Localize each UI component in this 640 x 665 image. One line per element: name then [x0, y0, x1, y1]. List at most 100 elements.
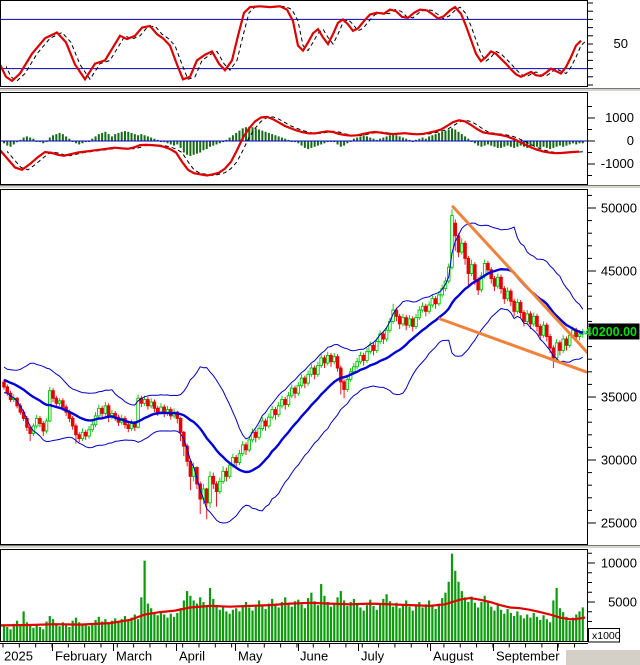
macd-histogram-bar	[238, 130, 241, 141]
macd-histogram-bar	[241, 128, 244, 141]
macd-histogram-bar	[424, 138, 427, 141]
volume-bar	[238, 611, 241, 641]
candle-body	[97, 407, 101, 417]
macd-histogram-bar	[280, 137, 283, 141]
macd-histogram-bar	[536, 141, 539, 147]
month-label: July	[361, 649, 385, 664]
macd-histogram-bar	[222, 141, 225, 143]
panel-splitter[interactable]	[0, 185, 640, 189]
macd-histogram-bar	[568, 141, 571, 145]
macd-histogram-bar	[202, 141, 205, 151]
year-label: 2025	[4, 649, 33, 664]
macd-histogram-bar	[55, 134, 58, 141]
volume-panel: 5000 10000 x1000	[0, 549, 640, 643]
volume-bar	[519, 615, 522, 641]
macd-histogram-bar	[352, 138, 355, 141]
volume-bar	[48, 616, 51, 641]
macd-histogram-bar	[362, 135, 365, 141]
candle-body	[335, 356, 340, 369]
candle-body	[100, 407, 104, 414]
volume-bar	[316, 605, 320, 641]
panel-splitter[interactable]	[0, 88, 640, 92]
volume-bar	[192, 600, 195, 641]
macd-histogram-bar	[323, 141, 326, 144]
macd-histogram-bar	[496, 141, 499, 148]
trendline-lower-support[interactable]	[438, 317, 587, 374]
volume-bar	[313, 601, 316, 641]
macd-line	[1, 115, 580, 177]
macd-histogram-bar	[231, 135, 234, 141]
candle-body	[361, 354, 366, 361]
volume-bar	[94, 619, 97, 641]
macd-histogram-bar	[248, 126, 251, 141]
volume-bar	[91, 623, 94, 641]
volume-bar	[277, 607, 280, 641]
volume-bar	[362, 610, 365, 641]
volume-bar	[133, 614, 136, 641]
macd-histogram-bar	[542, 141, 545, 147]
volume-bar	[395, 602, 398, 641]
panel-splitter[interactable]	[0, 545, 640, 549]
volume-bar	[486, 601, 490, 641]
volume-bar	[84, 623, 87, 641]
candle-body	[424, 305, 428, 312]
volume-bar	[117, 621, 120, 641]
macd-histogram-bar	[532, 141, 535, 146]
volume-bar	[120, 619, 123, 641]
volume-bar	[450, 553, 454, 641]
volume-bar	[146, 603, 149, 641]
macd-histogram-bar	[110, 136, 113, 141]
trendline-upper-resistance[interactable]	[451, 205, 590, 356]
volume-bar	[267, 603, 270, 641]
macd-histogram-bar	[562, 141, 565, 147]
volume-bar	[208, 587, 212, 641]
candle-body	[74, 425, 78, 436]
volume-bar	[78, 622, 81, 641]
candle-body	[538, 325, 543, 336]
volume-bar	[163, 614, 166, 641]
candle-body	[247, 439, 251, 451]
macd-histogram-bar	[545, 141, 548, 148]
macd-histogram-bar	[405, 138, 408, 141]
volume-bar	[457, 581, 460, 641]
candle-body	[34, 417, 39, 427]
candle-body	[57, 400, 62, 404]
macd-histogram-bar	[94, 136, 97, 141]
volume-bar	[12, 623, 15, 641]
macd-histogram-bar	[209, 141, 212, 147]
candle-body	[460, 242, 464, 253]
volume-bar	[460, 591, 463, 641]
month-label: March	[116, 649, 152, 664]
candle-body	[397, 315, 402, 325]
volume-bar	[365, 605, 369, 641]
candle-body	[551, 347, 556, 359]
candle-body	[512, 300, 516, 312]
volume-bar	[447, 581, 450, 641]
volume-bar	[342, 600, 346, 641]
volume-bar	[143, 560, 146, 641]
candle-body	[159, 406, 163, 413]
macd-histogram-bar	[166, 141, 169, 144]
macd-histogram-bar	[74, 141, 77, 144]
stochastic-axis-label: 50	[614, 36, 628, 51]
macd-histogram-bar	[558, 141, 561, 146]
candle-body	[129, 423, 134, 429]
macd-histogram-bar	[137, 135, 140, 141]
volume-bar	[509, 612, 512, 641]
candle-body	[496, 276, 500, 287]
volume-bar	[186, 591, 189, 641]
moving-average-line	[3, 267, 584, 474]
stochastic-panel: 50	[0, 0, 640, 88]
candle-body	[319, 357, 323, 366]
volume-bar	[212, 598, 215, 641]
macd-histogram-bar	[450, 128, 453, 141]
volume-bar	[61, 622, 64, 641]
candle-body	[541, 324, 546, 336]
volume-bar	[571, 617, 575, 641]
candle-body	[136, 397, 140, 428]
price-panel: 25000300003500040000450005000040200.00	[0, 189, 640, 545]
volume-axis-label: 10000	[601, 556, 637, 571]
macd-histogram-bar	[313, 141, 316, 147]
candle-body	[384, 329, 389, 340]
candle-body	[152, 401, 157, 409]
